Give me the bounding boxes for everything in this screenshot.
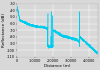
- Y-axis label: Reflectance (dB): Reflectance (dB): [2, 13, 6, 47]
- X-axis label: Distance (m): Distance (m): [44, 64, 71, 68]
